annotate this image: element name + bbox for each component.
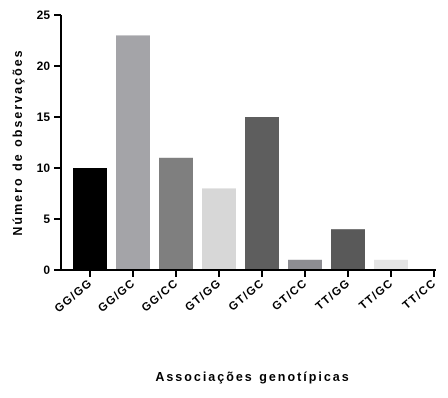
bar-gg-cc	[159, 157, 193, 270]
x-tick-label: GT/GC	[227, 277, 267, 313]
y-tick-label: 20	[37, 59, 51, 73]
bar-tt-gg	[331, 229, 365, 270]
x-tick-label: GT/CC	[270, 277, 310, 313]
y-axis-title: Número de observações	[11, 48, 25, 235]
y-tick-label: 25	[37, 8, 51, 22]
bar-gg-gc	[116, 35, 150, 271]
x-ticks-group: GG/GG GG/GC GG/CC GT/GG GT/GC GT/CC TT/GG TT/GC…	[53, 270, 439, 315]
y-tick-label: 5	[43, 212, 50, 226]
x-tick-label: GG/GG	[53, 277, 95, 315]
bar-gt-gg	[202, 188, 236, 270]
y-ticks-group: 0 5 10 15 20 25	[37, 8, 61, 277]
x-tick-label: GT/GG	[183, 277, 224, 314]
x-tick-label: TT/GG	[314, 277, 353, 313]
x-tick-label: TT/GC	[357, 277, 396, 312]
x-tick-label: TT/CC	[401, 277, 439, 312]
x-tick-label: GG/CC	[140, 277, 181, 314]
x-tick-label: GG/GC	[96, 277, 138, 315]
y-tick-label: 10	[37, 161, 51, 175]
y-tick-label: 0	[43, 263, 50, 277]
x-axis-title: Associações genotípicas	[155, 370, 350, 384]
bar-gg-gg	[73, 168, 107, 270]
y-tick-label: 15	[37, 110, 51, 124]
bars-group	[73, 35, 408, 271]
bar-gt-gc	[245, 117, 279, 270]
bar-gt-cc	[288, 259, 322, 270]
bar-tt-gc	[374, 259, 408, 270]
